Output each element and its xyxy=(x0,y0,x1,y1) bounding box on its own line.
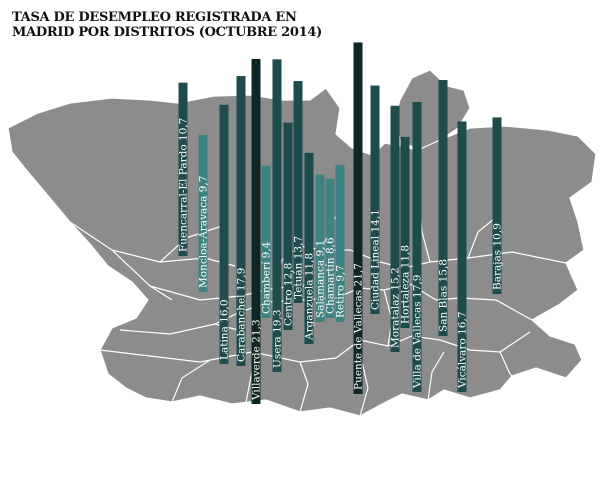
bar-label: Chamberí 9,4 xyxy=(261,241,273,314)
bar-moratalaz xyxy=(390,105,400,352)
bar-label: Retiro 9,7 xyxy=(335,265,347,318)
bar-label: Carabanchel 17,9 xyxy=(236,268,248,362)
bar-hortaleza xyxy=(400,136,410,328)
bar-label: Salamanca 9,1 xyxy=(315,240,327,318)
bar-label: Villaverde 21,3 xyxy=(251,319,263,401)
bar-label: Barajas 10,9 xyxy=(492,223,504,290)
bar-villaverde xyxy=(251,58,261,404)
bar-usera xyxy=(272,59,282,373)
bar-vic-lvaro xyxy=(457,121,467,393)
bar-label: Fuencarral-El Pardo 10,7 xyxy=(178,118,190,252)
bar-label: Chamartín 8,6 xyxy=(325,237,337,314)
bar-moncloa-aravaca xyxy=(198,134,208,292)
bar-label: Vicálvaro 16,7 xyxy=(457,311,469,389)
bar-label: Tetuán 13,7 xyxy=(293,236,305,299)
bar-label: San Blas 15,8 xyxy=(438,259,450,332)
bar-label: Puente de Vallecas 21,7 xyxy=(353,263,365,390)
bar-puente-de-vallecas xyxy=(353,42,363,395)
bar-label: Latina 16,0 xyxy=(219,299,231,360)
bar-label: Arganzuela 11,8 xyxy=(304,253,316,341)
chart-title: TASA DE DESEMPLEO REGISTRADA EN MADRID P… xyxy=(12,10,322,40)
bar-label: Centro 12,8 xyxy=(283,263,295,326)
bar-barajas xyxy=(492,117,502,294)
bar-label: Moncloa-Aravaca 9,7 xyxy=(198,176,210,288)
bar-tetu-n xyxy=(293,81,303,303)
bar-label: Moratalaz 15,2 xyxy=(390,267,402,348)
bar-latina xyxy=(219,104,229,365)
bar-san-blas xyxy=(438,80,448,336)
bar-villa-de-vallecas xyxy=(412,102,422,393)
bar-arganzuela xyxy=(304,152,314,344)
bar-fuencarral-el-pardo xyxy=(178,82,188,256)
bar-label: Villa de Vallecas 17,9 xyxy=(412,275,424,389)
bar-carabanchel xyxy=(236,76,246,367)
bar-centro xyxy=(283,122,293,330)
bar-label: Ciudad Lineal 14,1 xyxy=(370,209,382,310)
bar-ciudad-lineal xyxy=(370,85,380,314)
bar-chamart-n xyxy=(325,178,335,318)
bar-label: Usera 19,3 xyxy=(272,310,284,368)
bar-chamber- xyxy=(261,165,271,318)
bar-retiro xyxy=(335,164,345,322)
bar-salamanca xyxy=(315,174,325,322)
bar-series: Fuencarral-El Pardo 10,7 Moncloa-Aravaca … xyxy=(178,42,504,404)
bar-label: Hortaleza 11,8 xyxy=(400,245,412,324)
